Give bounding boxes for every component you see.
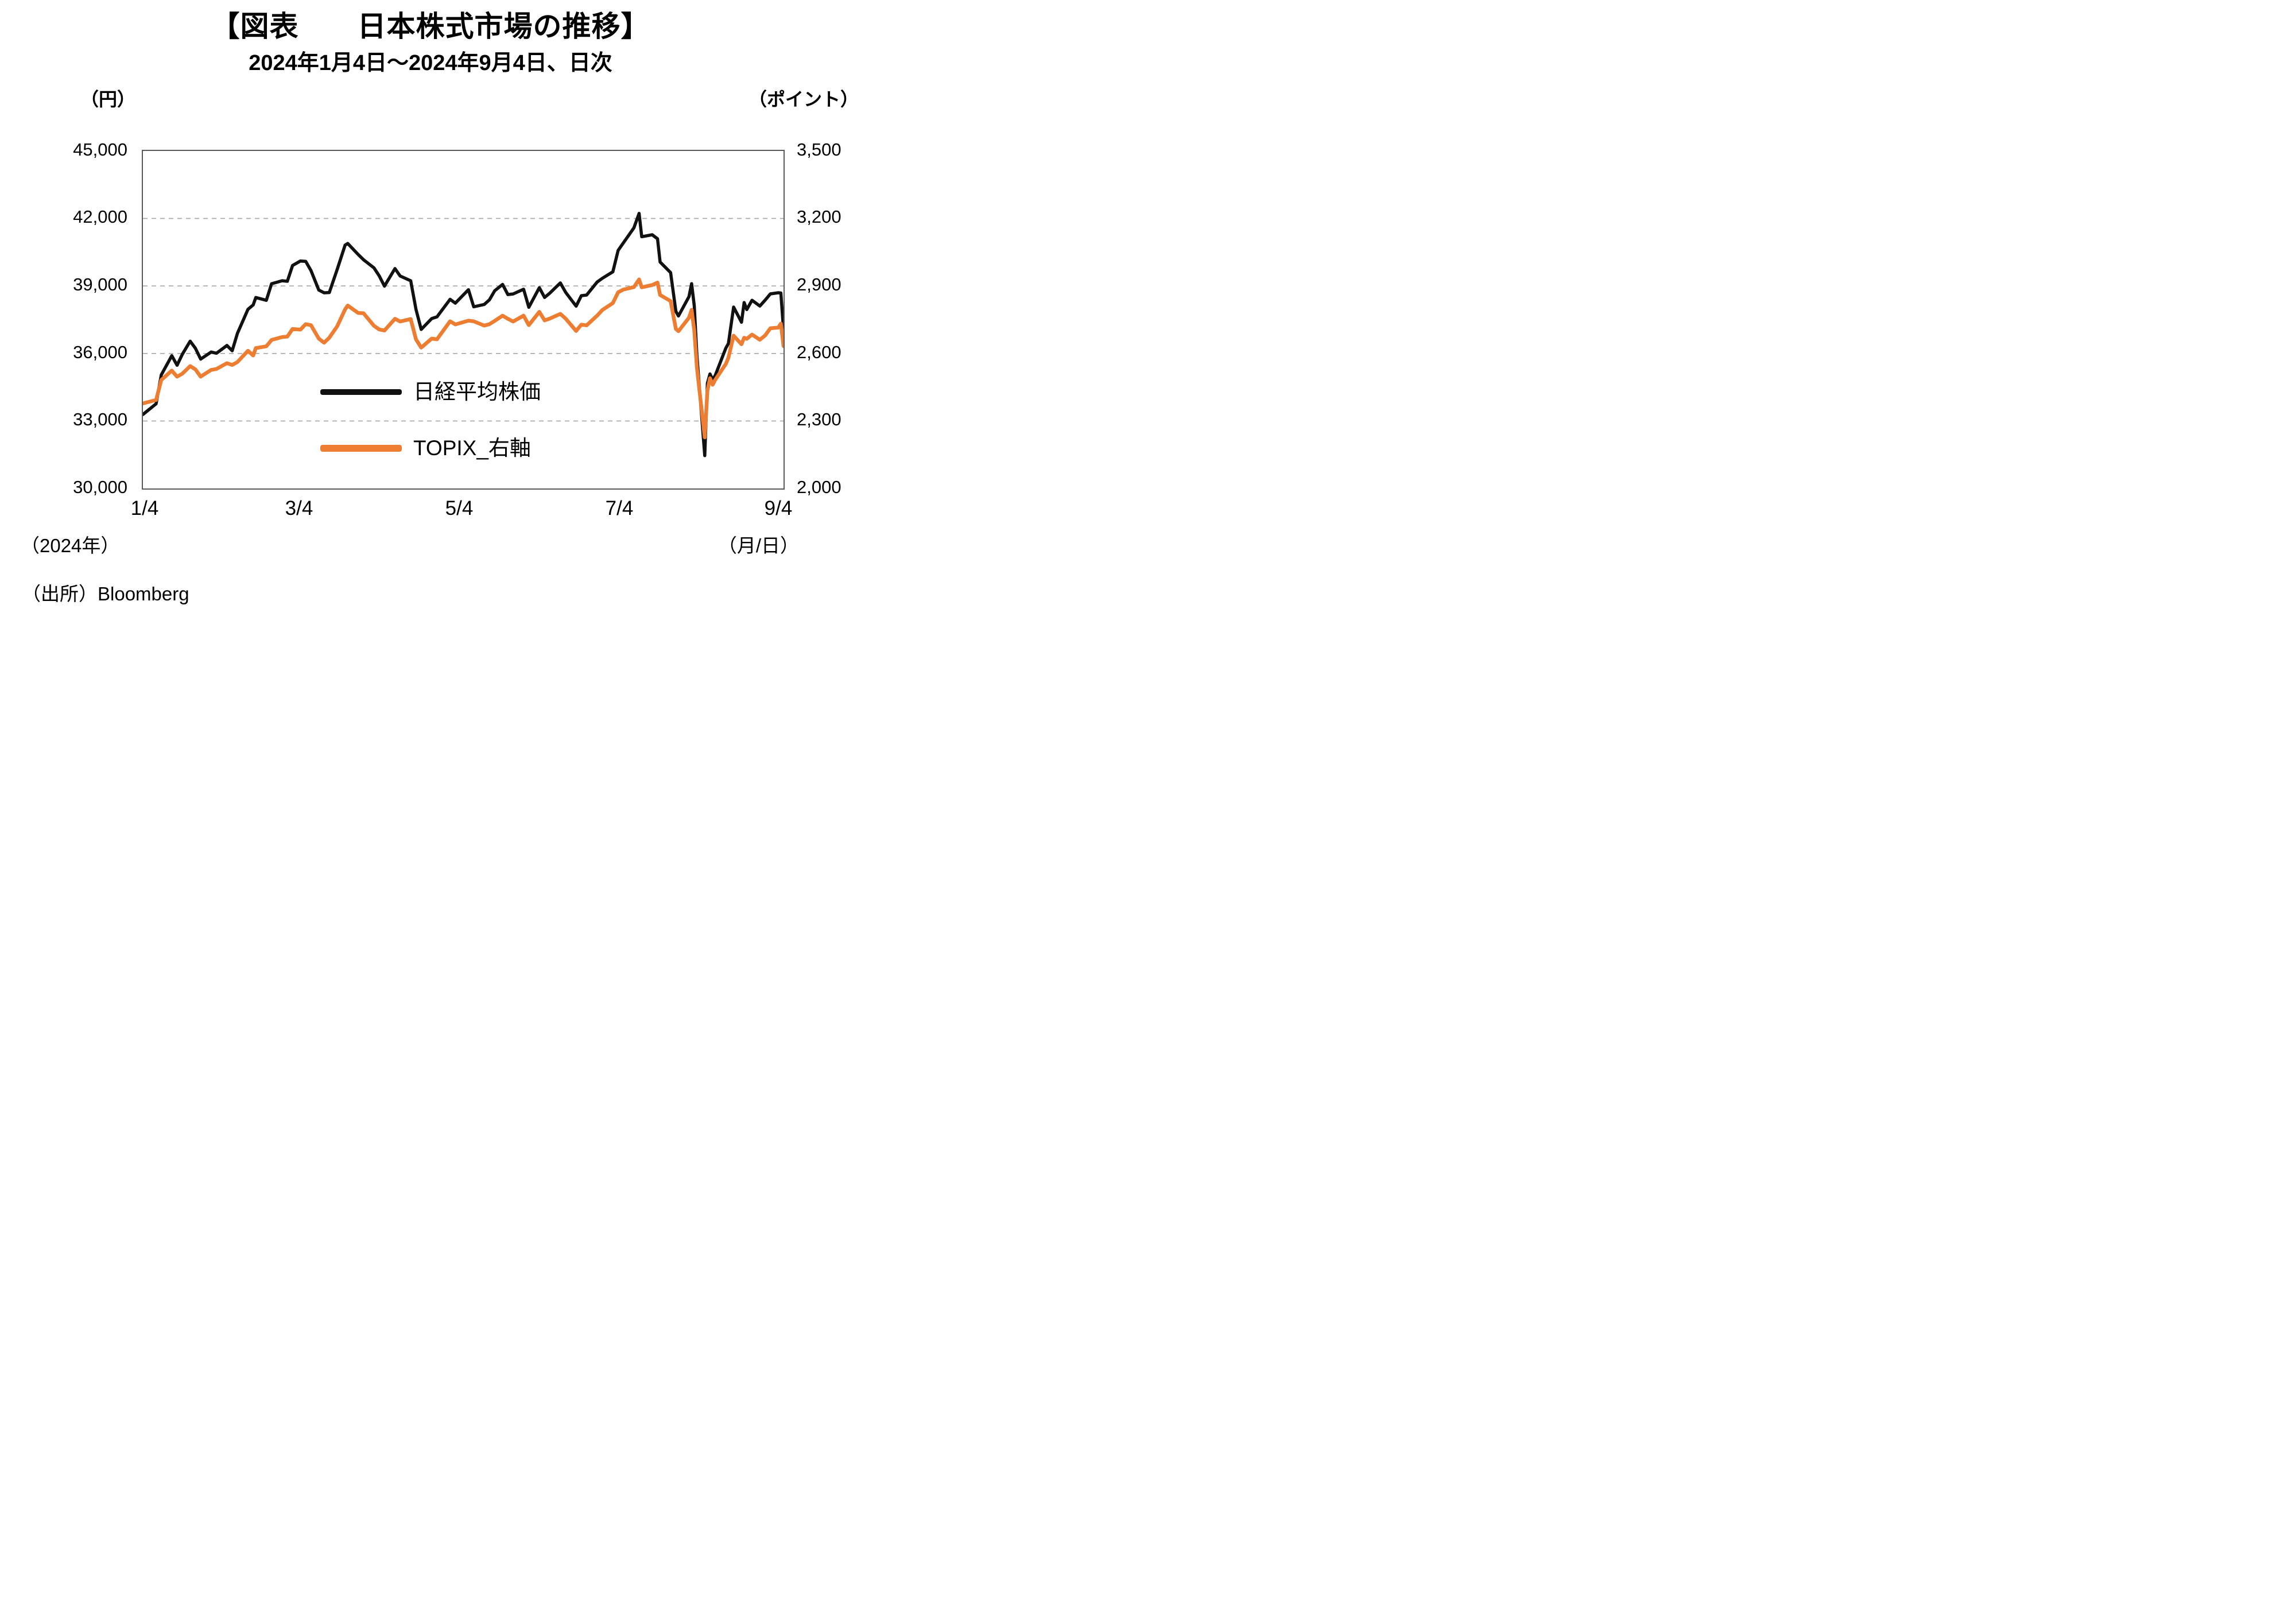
x-axis-tick: 9/4 bbox=[764, 497, 793, 519]
legend-label-nikkei: 日経平均株価 bbox=[413, 380, 541, 404]
source-note: （出所）Bloomberg bbox=[22, 583, 189, 604]
x-axis-tick: 5/4 bbox=[445, 497, 474, 519]
legend-item-nikkei: 日経平均株価 bbox=[320, 379, 541, 405]
plot-svg bbox=[143, 212, 784, 457]
left-axis-tick: 33,000 bbox=[73, 409, 127, 429]
nikkei-line-swatch-icon bbox=[320, 389, 402, 395]
left-axis-tick: 45,000 bbox=[73, 139, 127, 160]
left-axis-tick: 30,000 bbox=[73, 477, 127, 497]
legend-item-topix: TOPIX_右軸 bbox=[320, 436, 531, 461]
topix-line-swatch-icon bbox=[320, 445, 402, 452]
x-axis-tick: 1/4 bbox=[130, 497, 159, 519]
right-axis-unit-label: （ポイント） bbox=[748, 89, 859, 110]
left-axis-tick: 36,000 bbox=[73, 342, 127, 362]
x-axis-tick: 3/4 bbox=[285, 497, 313, 519]
right-axis-tick: 2,000 bbox=[797, 477, 841, 497]
right-axis-tick: 3,500 bbox=[797, 139, 841, 160]
left-axis-unit-label: （円） bbox=[80, 89, 136, 110]
page-subtitle: 2024年1月4日～2024年9月4日、日次 bbox=[249, 51, 612, 75]
chart-page: 【図表 日本株式市場の推移】 2024年1月4日～2024年9月4日、日次 （円… bbox=[0, 0, 918, 639]
page-title: 【図表 日本株式市場の推移】 bbox=[211, 10, 650, 42]
x-axis-year-note: （2024年） bbox=[21, 535, 120, 556]
right-axis-tick: 2,300 bbox=[797, 409, 841, 429]
x-axis-unit-label: （月/日） bbox=[718, 535, 799, 556]
left-axis-tick: 39,000 bbox=[73, 274, 127, 294]
right-axis-tick: 2,600 bbox=[797, 342, 841, 362]
legend-label-topix: TOPIX_右軸 bbox=[413, 436, 531, 460]
right-axis-tick: 2,900 bbox=[797, 274, 841, 294]
left-axis-tick: 42,000 bbox=[73, 207, 127, 227]
right-axis-tick: 3,200 bbox=[797, 207, 841, 227]
x-axis-tick: 7/4 bbox=[605, 497, 634, 519]
plot-area: 日経平均株価 TOPIX_右軸 bbox=[142, 150, 785, 490]
